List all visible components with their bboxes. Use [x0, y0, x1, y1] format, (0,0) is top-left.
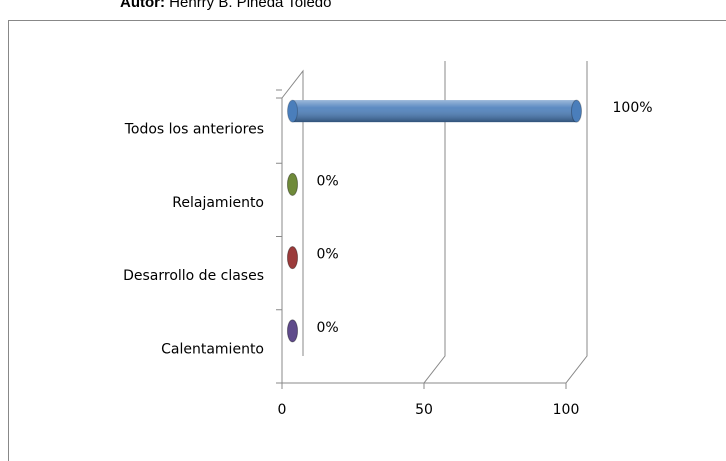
- bar-end: [287, 319, 298, 343]
- caption: Autor: Henrry B. Pineda Toledo: [120, 0, 332, 11]
- bar-group: [287, 99, 582, 123]
- x-tick-label: 100: [553, 402, 580, 418]
- bar-group: [287, 172, 298, 196]
- chart-border: [8, 20, 726, 461]
- grid-line: [423, 61, 446, 384]
- bar-group: [287, 246, 298, 270]
- x-tick-label: 0: [278, 402, 287, 418]
- data-label: 0%: [317, 320, 339, 336]
- bar-end: [571, 99, 582, 123]
- data-label: 0%: [317, 247, 339, 263]
- caption-author: Henrry B. Pineda Toledo: [169, 0, 331, 11]
- bar-start: [287, 99, 298, 123]
- y-tick-label: Relajamiento: [172, 195, 264, 211]
- x-tick-label: 50: [415, 402, 433, 418]
- grid-line: [565, 61, 588, 384]
- y-tick-label: Todos los anteriores: [124, 122, 264, 138]
- data-label: 100%: [613, 100, 653, 116]
- bar-end: [287, 172, 298, 196]
- bar-group: [287, 319, 298, 343]
- bar-end: [287, 246, 298, 270]
- y-tick-label: Desarrollo de clases: [123, 268, 264, 284]
- caption-label: Autor:: [120, 0, 165, 11]
- data-label: 0%: [317, 173, 339, 189]
- y-tick-label: Calentamiento: [161, 341, 264, 357]
- bar-shade: [292, 100, 577, 123]
- wall: [281, 69, 304, 383]
